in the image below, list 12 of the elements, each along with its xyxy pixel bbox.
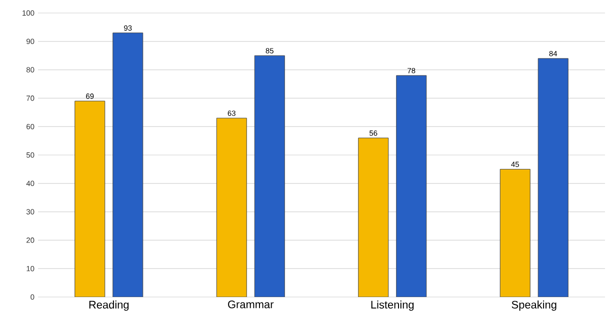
x-tick-label: Speaking [512, 300, 556, 311]
x-tick-label: Grammar [228, 300, 274, 308]
x-tick-label: Reading [89, 300, 129, 311]
bar [216, 118, 247, 297]
x-tick-label: Listening [371, 300, 414, 311]
bar [396, 75, 427, 297]
bar [74, 100, 106, 297]
bar [112, 32, 144, 297]
bar [500, 168, 530, 297]
bar [358, 138, 389, 297]
bar [538, 58, 568, 297]
bar [254, 55, 285, 297]
